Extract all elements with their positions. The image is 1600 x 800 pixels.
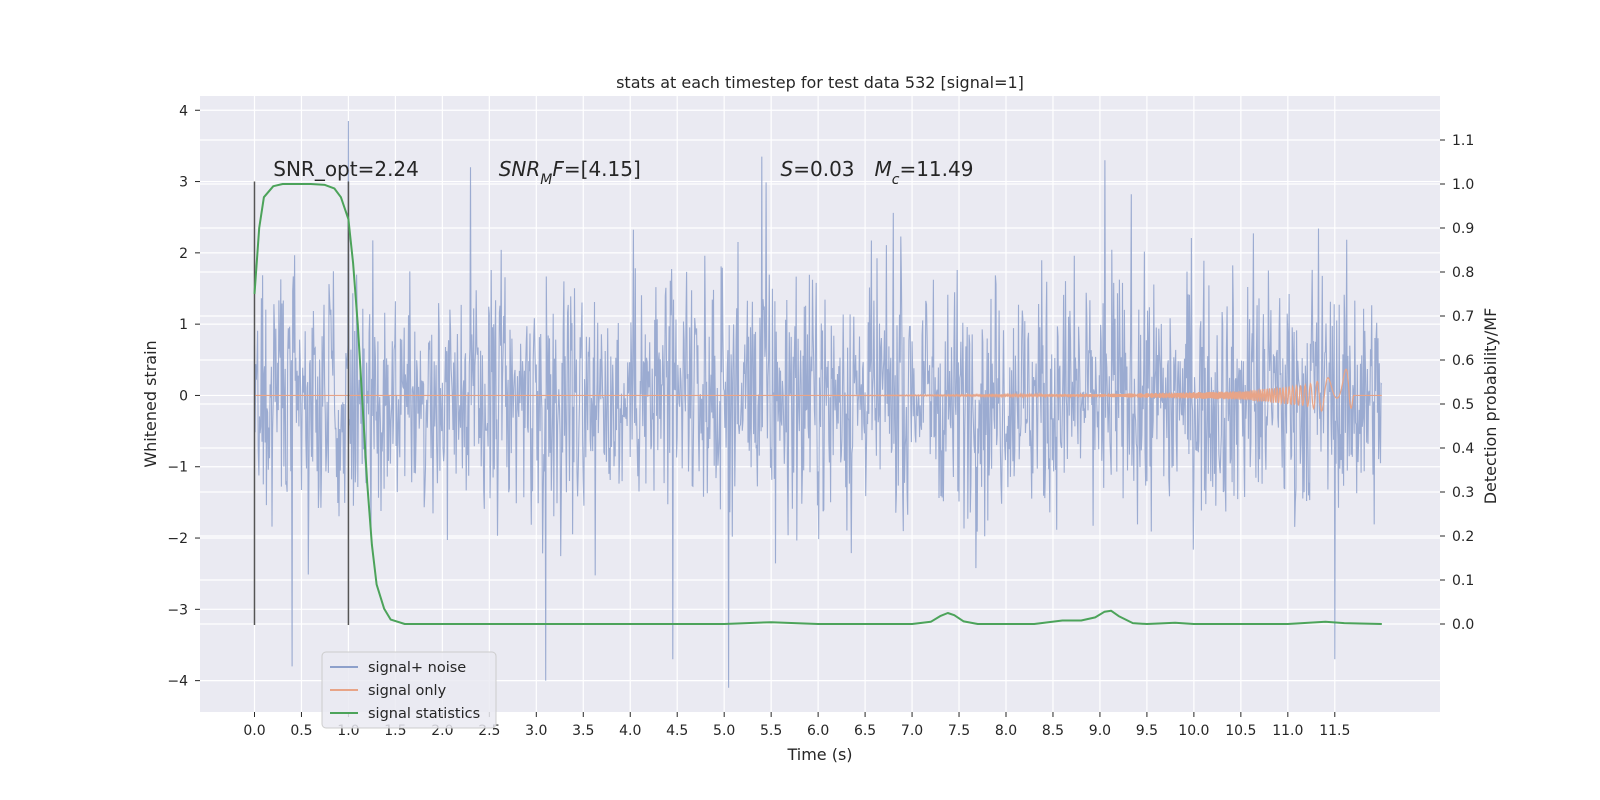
annotation-part: c: [892, 172, 900, 188]
x-tick-label: 3.0: [525, 723, 547, 739]
x-tick-label: 0.5: [290, 723, 312, 739]
x-tick-label: 10.5: [1225, 723, 1256, 739]
annotation-part: S: [781, 157, 794, 181]
chart-title: stats at each timestep for test data 532…: [616, 73, 1024, 92]
y-tick-label: −1: [167, 460, 188, 476]
annotation-part: M: [540, 172, 552, 188]
x-tick-label: 0.0: [243, 723, 265, 739]
legend: signal+ noise signal only signal statistic…: [321, 651, 497, 729]
annotation-part: =11.49: [899, 157, 973, 181]
series-signal-statistics: [253, 183, 1382, 625]
y-tick-label: −4: [167, 674, 188, 690]
y-tick-label: 1: [179, 317, 188, 333]
x-tick-label: 8.0: [995, 723, 1017, 739]
annotation-text: Mc=11.49: [874, 157, 973, 188]
right-y-tick-label: 0.7: [1452, 309, 1474, 325]
legend-label: signal only: [368, 683, 447, 699]
x-tick-label: 7.0: [901, 723, 923, 739]
series-signal-only: [254, 368, 1382, 413]
right-y-tick-label: 1.0: [1452, 177, 1474, 193]
y-axis-label: Whitened strain: [141, 340, 160, 467]
right-y-tick-label: 0.5: [1452, 397, 1474, 413]
axes-layer: 0.0 0.5 1.0 1.5 2.0 2.5 3.0 3.5 4.0 4.5 5.0 5.5 6.0 6…: [167, 103, 1474, 739]
right-y-tick-label: 0.0: [1452, 617, 1474, 633]
legend-box: [321, 651, 497, 729]
right-y-tick-label: 0.3: [1452, 485, 1474, 501]
right-y-tick-label: 0.8: [1452, 265, 1474, 281]
x-tick-label: 3.5: [572, 723, 594, 739]
x-tick-label: 4.0: [619, 723, 641, 739]
annotation-part: =[4.15]: [564, 157, 641, 181]
annotation-part: F: [552, 157, 564, 181]
annotation-text: S=0.03: [781, 157, 855, 181]
x-tick-label: 4.5: [666, 723, 688, 739]
legend-label: signal statistics: [368, 706, 480, 722]
y-tick-label: −2: [167, 531, 188, 547]
annotation-part: M: [874, 157, 891, 181]
right-y-tick-label: 0.4: [1452, 441, 1474, 457]
x-tick-label: 6.0: [807, 723, 829, 739]
right-y-tick-label: 0.2: [1452, 529, 1474, 545]
x-tick-label: 10.0: [1178, 723, 1209, 739]
y-tick-label: 0: [179, 388, 188, 404]
x-tick-label: 11.5: [1319, 723, 1350, 739]
annotation-text: SNRMF=[4.15]: [499, 157, 641, 188]
x-tick-label: 11.0: [1272, 723, 1303, 739]
x-tick-label: 5.5: [760, 723, 782, 739]
x-tick-label: 9.5: [1136, 723, 1158, 739]
x-tick-label: 9.0: [1089, 723, 1111, 739]
annotation-part: =0.03: [793, 157, 854, 181]
x-tick-label: 6.5: [854, 723, 876, 739]
series-signal-noise: [253, 120, 1383, 688]
y-tick-label: 2: [179, 246, 188, 262]
x-tick-label: 7.5: [948, 723, 970, 739]
x-tick-label: 8.5: [1042, 723, 1064, 739]
y-tick-label: −3: [167, 602, 188, 618]
right-y-tick-label: 0.1: [1452, 573, 1474, 589]
right-y-tick-label: 1.1: [1452, 133, 1474, 149]
annotation-layer: SNR_opt=2.24 SNRMF=[4.15] S=0.03 Mc=11.49: [273, 157, 973, 188]
legend-label: signal+ noise: [368, 660, 466, 676]
annotation-part: SNR: [499, 157, 541, 181]
right-y-axis-label: Detection probability/MF: [1481, 308, 1500, 505]
data-layer: [253, 120, 1383, 688]
x-tick-label: 5.0: [713, 723, 735, 739]
annotation-text: SNR_opt=2.24: [273, 157, 419, 181]
y-tick-label: 3: [179, 175, 188, 191]
right-y-tick-label: 0.6: [1452, 353, 1474, 369]
x-axis-label: Time (s): [786, 745, 852, 764]
y-tick-label: 4: [179, 103, 188, 119]
right-y-tick-label: 0.9: [1452, 221, 1474, 237]
